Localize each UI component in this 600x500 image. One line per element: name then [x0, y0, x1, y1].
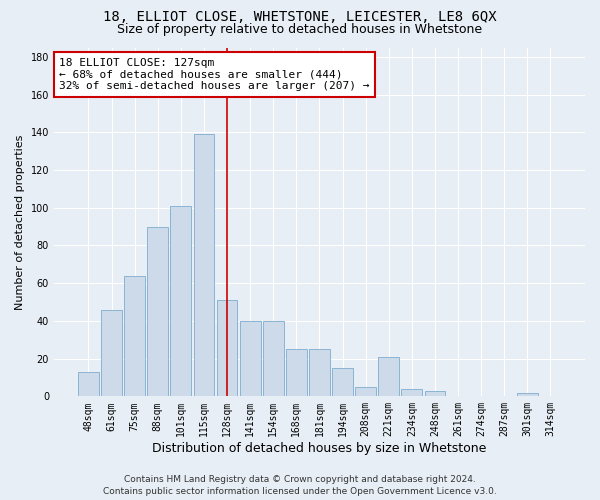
Bar	[401, 389, 422, 396]
Bar	[309, 349, 330, 397]
Bar	[194, 134, 214, 396]
Bar	[101, 310, 122, 396]
Text: Size of property relative to detached houses in Whetstone: Size of property relative to detached ho…	[118, 22, 482, 36]
Bar	[148, 226, 168, 396]
Bar	[286, 349, 307, 397]
Text: Contains HM Land Registry data © Crown copyright and database right 2024.
Contai: Contains HM Land Registry data © Crown c…	[103, 474, 497, 496]
Bar	[78, 372, 99, 396]
Text: 18 ELLIOT CLOSE: 127sqm
← 68% of detached houses are smaller (444)
32% of semi-d: 18 ELLIOT CLOSE: 127sqm ← 68% of detache…	[59, 58, 370, 91]
Bar	[170, 206, 191, 396]
Text: 18, ELLIOT CLOSE, WHETSTONE, LEICESTER, LE8 6QX: 18, ELLIOT CLOSE, WHETSTONE, LEICESTER, …	[103, 10, 497, 24]
Bar	[517, 392, 538, 396]
X-axis label: Distribution of detached houses by size in Whetstone: Distribution of detached houses by size …	[152, 442, 487, 455]
Y-axis label: Number of detached properties: Number of detached properties	[15, 134, 25, 310]
Bar	[217, 300, 238, 396]
Bar	[240, 321, 260, 396]
Bar	[355, 387, 376, 396]
Bar	[124, 276, 145, 396]
Bar	[332, 368, 353, 396]
Bar	[425, 390, 445, 396]
Bar	[263, 321, 284, 396]
Bar	[379, 356, 399, 397]
